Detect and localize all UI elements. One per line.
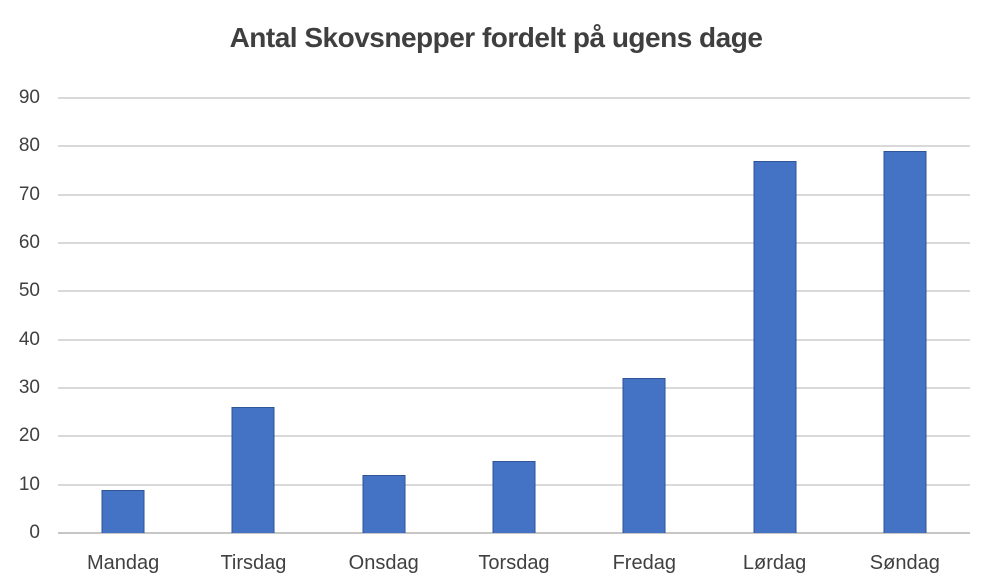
- bar-lørdag: [753, 160, 797, 533]
- bar-slot-tirsdag: [188, 98, 318, 533]
- bar-slot-lørdag: [709, 98, 839, 533]
- y-tick-label-40: 40: [18, 328, 40, 350]
- gridline-y-60: [58, 242, 970, 244]
- bar-torsdag: [492, 460, 536, 533]
- bar-slot-søndag: [840, 98, 970, 533]
- gridline-y-20: [58, 435, 970, 438]
- bar-søndag: [883, 151, 927, 533]
- gridline-y-80: [58, 145, 970, 148]
- bar-fredag: [622, 378, 666, 533]
- bar-onsdag: [362, 475, 406, 533]
- chart-title: Antal Skovsnepper fordelt på ugens dage: [229, 22, 763, 53]
- y-tick-label-70: 70: [18, 183, 40, 205]
- gridline-y-40: [58, 338, 970, 341]
- x-label-tirsdag: Tirsdag: [220, 551, 287, 574]
- bar-slot-mandag: [58, 98, 188, 533]
- gridline-y-70: [58, 193, 970, 196]
- gridline-y-0: [58, 532, 970, 534]
- x-label-mandag: Mandag: [87, 551, 160, 574]
- x-label-onsdag: Onsdag: [348, 551, 419, 574]
- y-tick-label-30: 30: [18, 377, 40, 398]
- y-axis-tick-labels: 0 10 20 30 40 50 60 70 80 90: [0, 0, 44, 587]
- bar-tirsdag: [231, 407, 275, 533]
- x-label-søndag: Søndag: [869, 551, 940, 574]
- x-axis-category-labels: Mandag Tirsdag Onsdag Torsdag Fredag Lørdag Sø…: [58, 545, 970, 581]
- y-tick-label-60: 60: [18, 232, 40, 253]
- gridline-y-50: [58, 290, 970, 293]
- plot-area: [58, 97, 970, 534]
- bar-mandag: [101, 489, 145, 533]
- y-tick-label-50: 50: [18, 280, 40, 302]
- y-tick-label-0: 0: [29, 522, 40, 543]
- y-tick-label-20: 20: [18, 425, 40, 447]
- gridline-y-30: [58, 387, 970, 389]
- bar-series: [58, 98, 970, 533]
- x-label-lørdag: Lørdag: [742, 551, 807, 574]
- y-tick-label-10: 10: [18, 473, 40, 495]
- bar-slot-fredag: [579, 98, 709, 533]
- bar-slot-torsdag: [449, 98, 579, 533]
- x-label-fredag: Fredag: [612, 551, 676, 574]
- y-tick-label-80: 80: [18, 135, 40, 157]
- bar-slot-onsdag: [319, 98, 449, 533]
- x-label-torsdag: Torsdag: [478, 551, 550, 574]
- gridline-y-90: [58, 97, 970, 99]
- y-tick-label-90: 90: [18, 87, 40, 108]
